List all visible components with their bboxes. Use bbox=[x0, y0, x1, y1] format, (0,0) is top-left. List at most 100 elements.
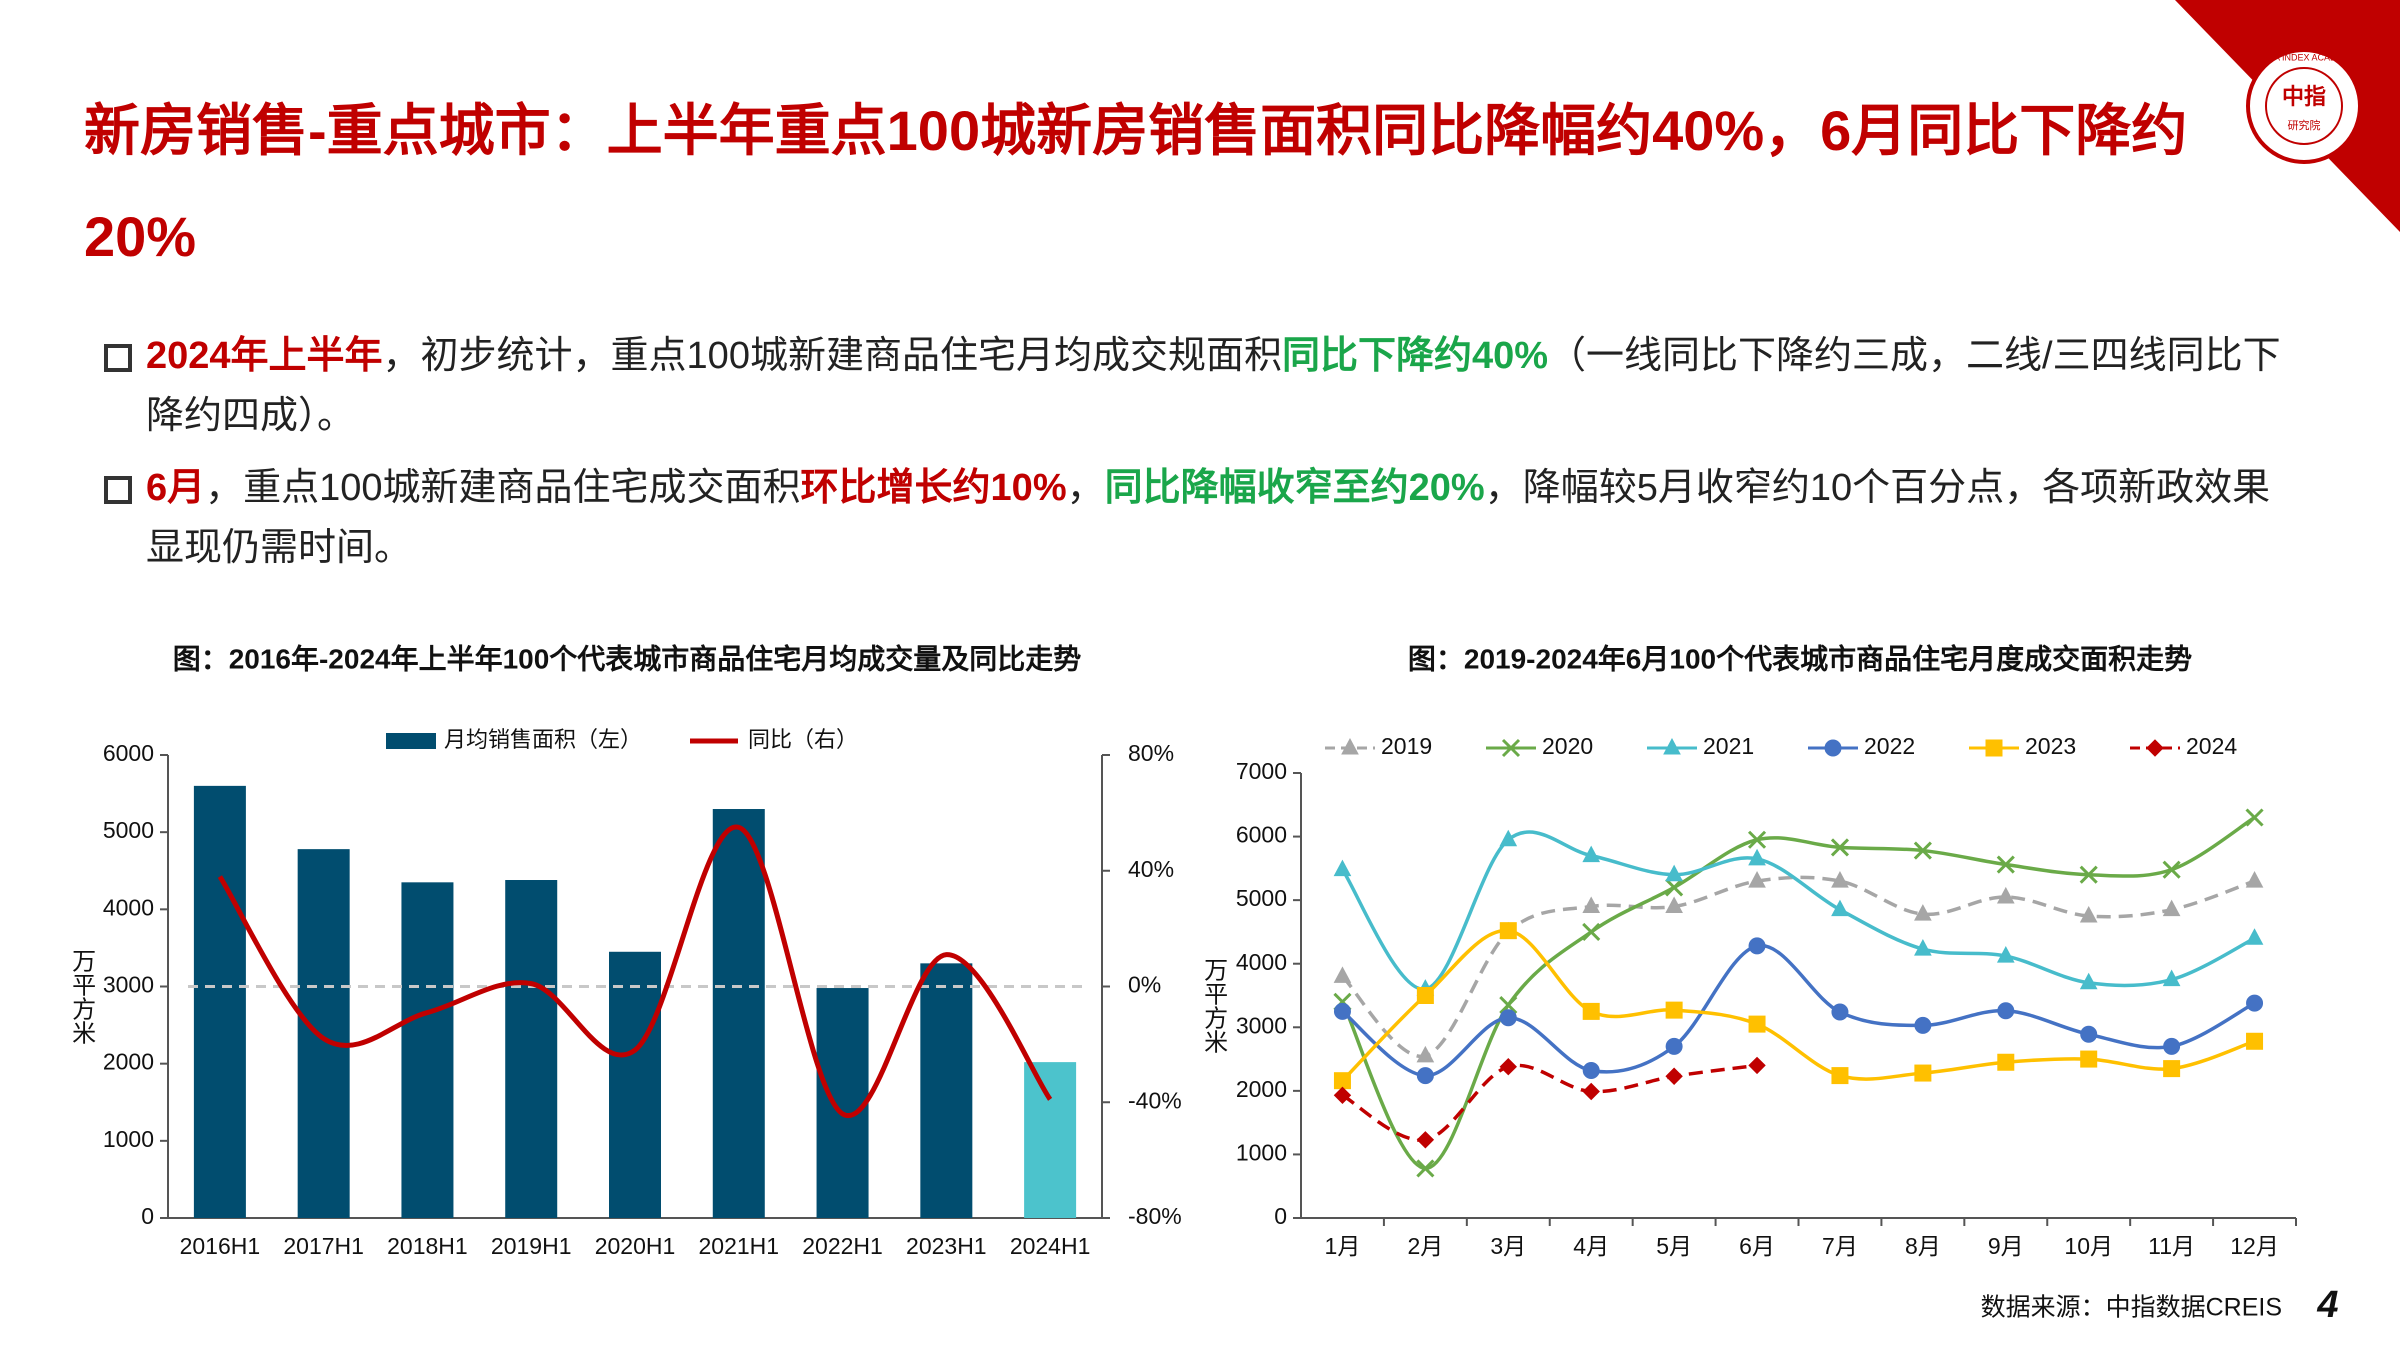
x-tick-label: 11月 bbox=[2148, 1233, 2195, 1259]
bar bbox=[297, 849, 350, 1218]
x-tick-label: 3月 bbox=[1490, 1233, 1526, 1259]
point bbox=[1499, 922, 1517, 940]
bar bbox=[401, 882, 454, 1218]
point bbox=[1333, 1072, 1351, 1090]
point bbox=[2245, 808, 2264, 827]
point bbox=[1748, 1056, 1766, 1075]
point bbox=[1996, 855, 2015, 874]
legend-label: 2020 bbox=[1542, 733, 1593, 759]
point bbox=[1582, 1082, 1600, 1101]
point bbox=[1997, 1002, 2015, 1020]
bar bbox=[1024, 1062, 1077, 1218]
point bbox=[2079, 865, 2098, 884]
x-tick-label: 2019H1 bbox=[491, 1233, 572, 1259]
point bbox=[1665, 878, 1684, 897]
bullet: 6月，重点100城新建商品住宅成交面积环比增长约10%，同比降幅收窄至约20%，… bbox=[104, 458, 2294, 578]
point bbox=[1582, 1002, 1600, 1020]
point bbox=[1665, 1067, 1683, 1085]
chart-title: 图：2016年-2024年上半年100个代表城市商品住宅月均成交量及同比走势 bbox=[173, 642, 1082, 674]
y-tick-label: 5000 bbox=[1236, 885, 1287, 911]
point bbox=[1748, 848, 1766, 866]
x-tick-label: 8月 bbox=[1905, 1233, 1941, 1259]
y-tick-label: 7000 bbox=[1236, 758, 1287, 784]
point bbox=[1831, 1003, 1849, 1021]
point bbox=[1996, 946, 2015, 963]
y-tick-label: 4000 bbox=[1236, 949, 1287, 975]
x-tick-label: 4月 bbox=[1573, 1233, 1609, 1259]
legend-marker bbox=[1341, 737, 1359, 755]
bullet-text: ， bbox=[1066, 467, 1105, 509]
point bbox=[1665, 864, 1683, 882]
point bbox=[1499, 1057, 1517, 1076]
legend-label: 同比（右） bbox=[748, 727, 858, 752]
x-tick-label: 2月 bbox=[1407, 1233, 1443, 1259]
point bbox=[1997, 1053, 2015, 1071]
point bbox=[2162, 899, 2181, 917]
logo-circle bbox=[2246, 48, 2362, 164]
point bbox=[1831, 1067, 1849, 1085]
point bbox=[1996, 886, 2015, 904]
x-tick-label: 2024H1 bbox=[1010, 1233, 1091, 1259]
page-number: 4 bbox=[2316, 1284, 2338, 1326]
bullet-text: 6月 bbox=[146, 467, 206, 509]
point bbox=[2245, 871, 2264, 888]
point bbox=[1333, 859, 1352, 877]
point bbox=[1416, 1045, 1435, 1063]
y-tick-label: 0 bbox=[1274, 1203, 1287, 1229]
legend-label: 月均销售面积（左） bbox=[444, 727, 642, 752]
y-tick-label: 6000 bbox=[103, 740, 154, 766]
point bbox=[1582, 922, 1601, 941]
bullet-text: 同比降幅收窄至约20% bbox=[1104, 467, 1485, 509]
logo-sub: 研究院 bbox=[2288, 118, 2321, 132]
point bbox=[2080, 1025, 2098, 1043]
y-tick-label: 2000 bbox=[1236, 1076, 1287, 1102]
y-tick-label: 4000 bbox=[103, 894, 154, 920]
point bbox=[1831, 871, 1849, 888]
x-tick-label: 2023H1 bbox=[906, 1233, 987, 1259]
point bbox=[1914, 939, 1932, 956]
line bbox=[1340, 816, 2256, 1171]
point bbox=[2245, 928, 2264, 945]
point bbox=[1747, 830, 1767, 849]
x-tick-label: 6月 bbox=[1739, 1233, 1775, 1259]
bullet-text: 同比下降约40% bbox=[1281, 335, 1549, 377]
y-tick-label: 0 bbox=[141, 1203, 154, 1229]
point bbox=[2246, 994, 2264, 1012]
bar bbox=[712, 809, 765, 1218]
bullet-text: 2024年上半年 bbox=[146, 335, 383, 377]
point bbox=[2162, 969, 2181, 987]
x-tick-label: 10月 bbox=[2064, 1233, 2113, 1259]
point bbox=[1582, 1062, 1600, 1080]
chart-title: 图：2019-2024年6月100个代表城市商品住宅月度成交面积走势 bbox=[1408, 642, 2192, 674]
bar bbox=[816, 988, 869, 1218]
point bbox=[1665, 896, 1683, 913]
point bbox=[1831, 899, 1849, 917]
point bbox=[2163, 1037, 2181, 1055]
bullet-list: 2024年上半年，初步统计，重点100城新建商品住宅月均成交规面积同比下降约40… bbox=[104, 326, 2294, 590]
x-tick-label: 2016H1 bbox=[180, 1233, 261, 1259]
point bbox=[1914, 1016, 1932, 1034]
legend-label: 2023 bbox=[2025, 733, 2076, 759]
legend-label: 2019 bbox=[1381, 733, 1432, 759]
point bbox=[2163, 1060, 2181, 1078]
legend-marker bbox=[1501, 738, 1521, 758]
legend-marker bbox=[1824, 739, 1842, 757]
point bbox=[1913, 841, 1932, 860]
x-tick-label: 5月 bbox=[1656, 1233, 1692, 1259]
y-tick-label: 1000 bbox=[1236, 1140, 1287, 1166]
point bbox=[1333, 966, 1352, 983]
point bbox=[1416, 1067, 1434, 1085]
y-axis-label: 万平方米 bbox=[1200, 958, 1228, 1054]
bar bbox=[193, 785, 246, 1218]
y2-tick-label: -40% bbox=[1128, 1087, 1182, 1113]
bullet-text: 环比增长约10% bbox=[800, 467, 1067, 509]
point bbox=[1748, 937, 1766, 955]
y2-tick-label: -80% bbox=[1128, 1203, 1182, 1229]
bar bbox=[920, 963, 973, 1218]
line bbox=[1341, 944, 2256, 1078]
bar bbox=[505, 880, 558, 1218]
point bbox=[1582, 896, 1601, 913]
x-tick-label: 2022H1 bbox=[802, 1233, 883, 1259]
legend-marker bbox=[1663, 737, 1681, 755]
